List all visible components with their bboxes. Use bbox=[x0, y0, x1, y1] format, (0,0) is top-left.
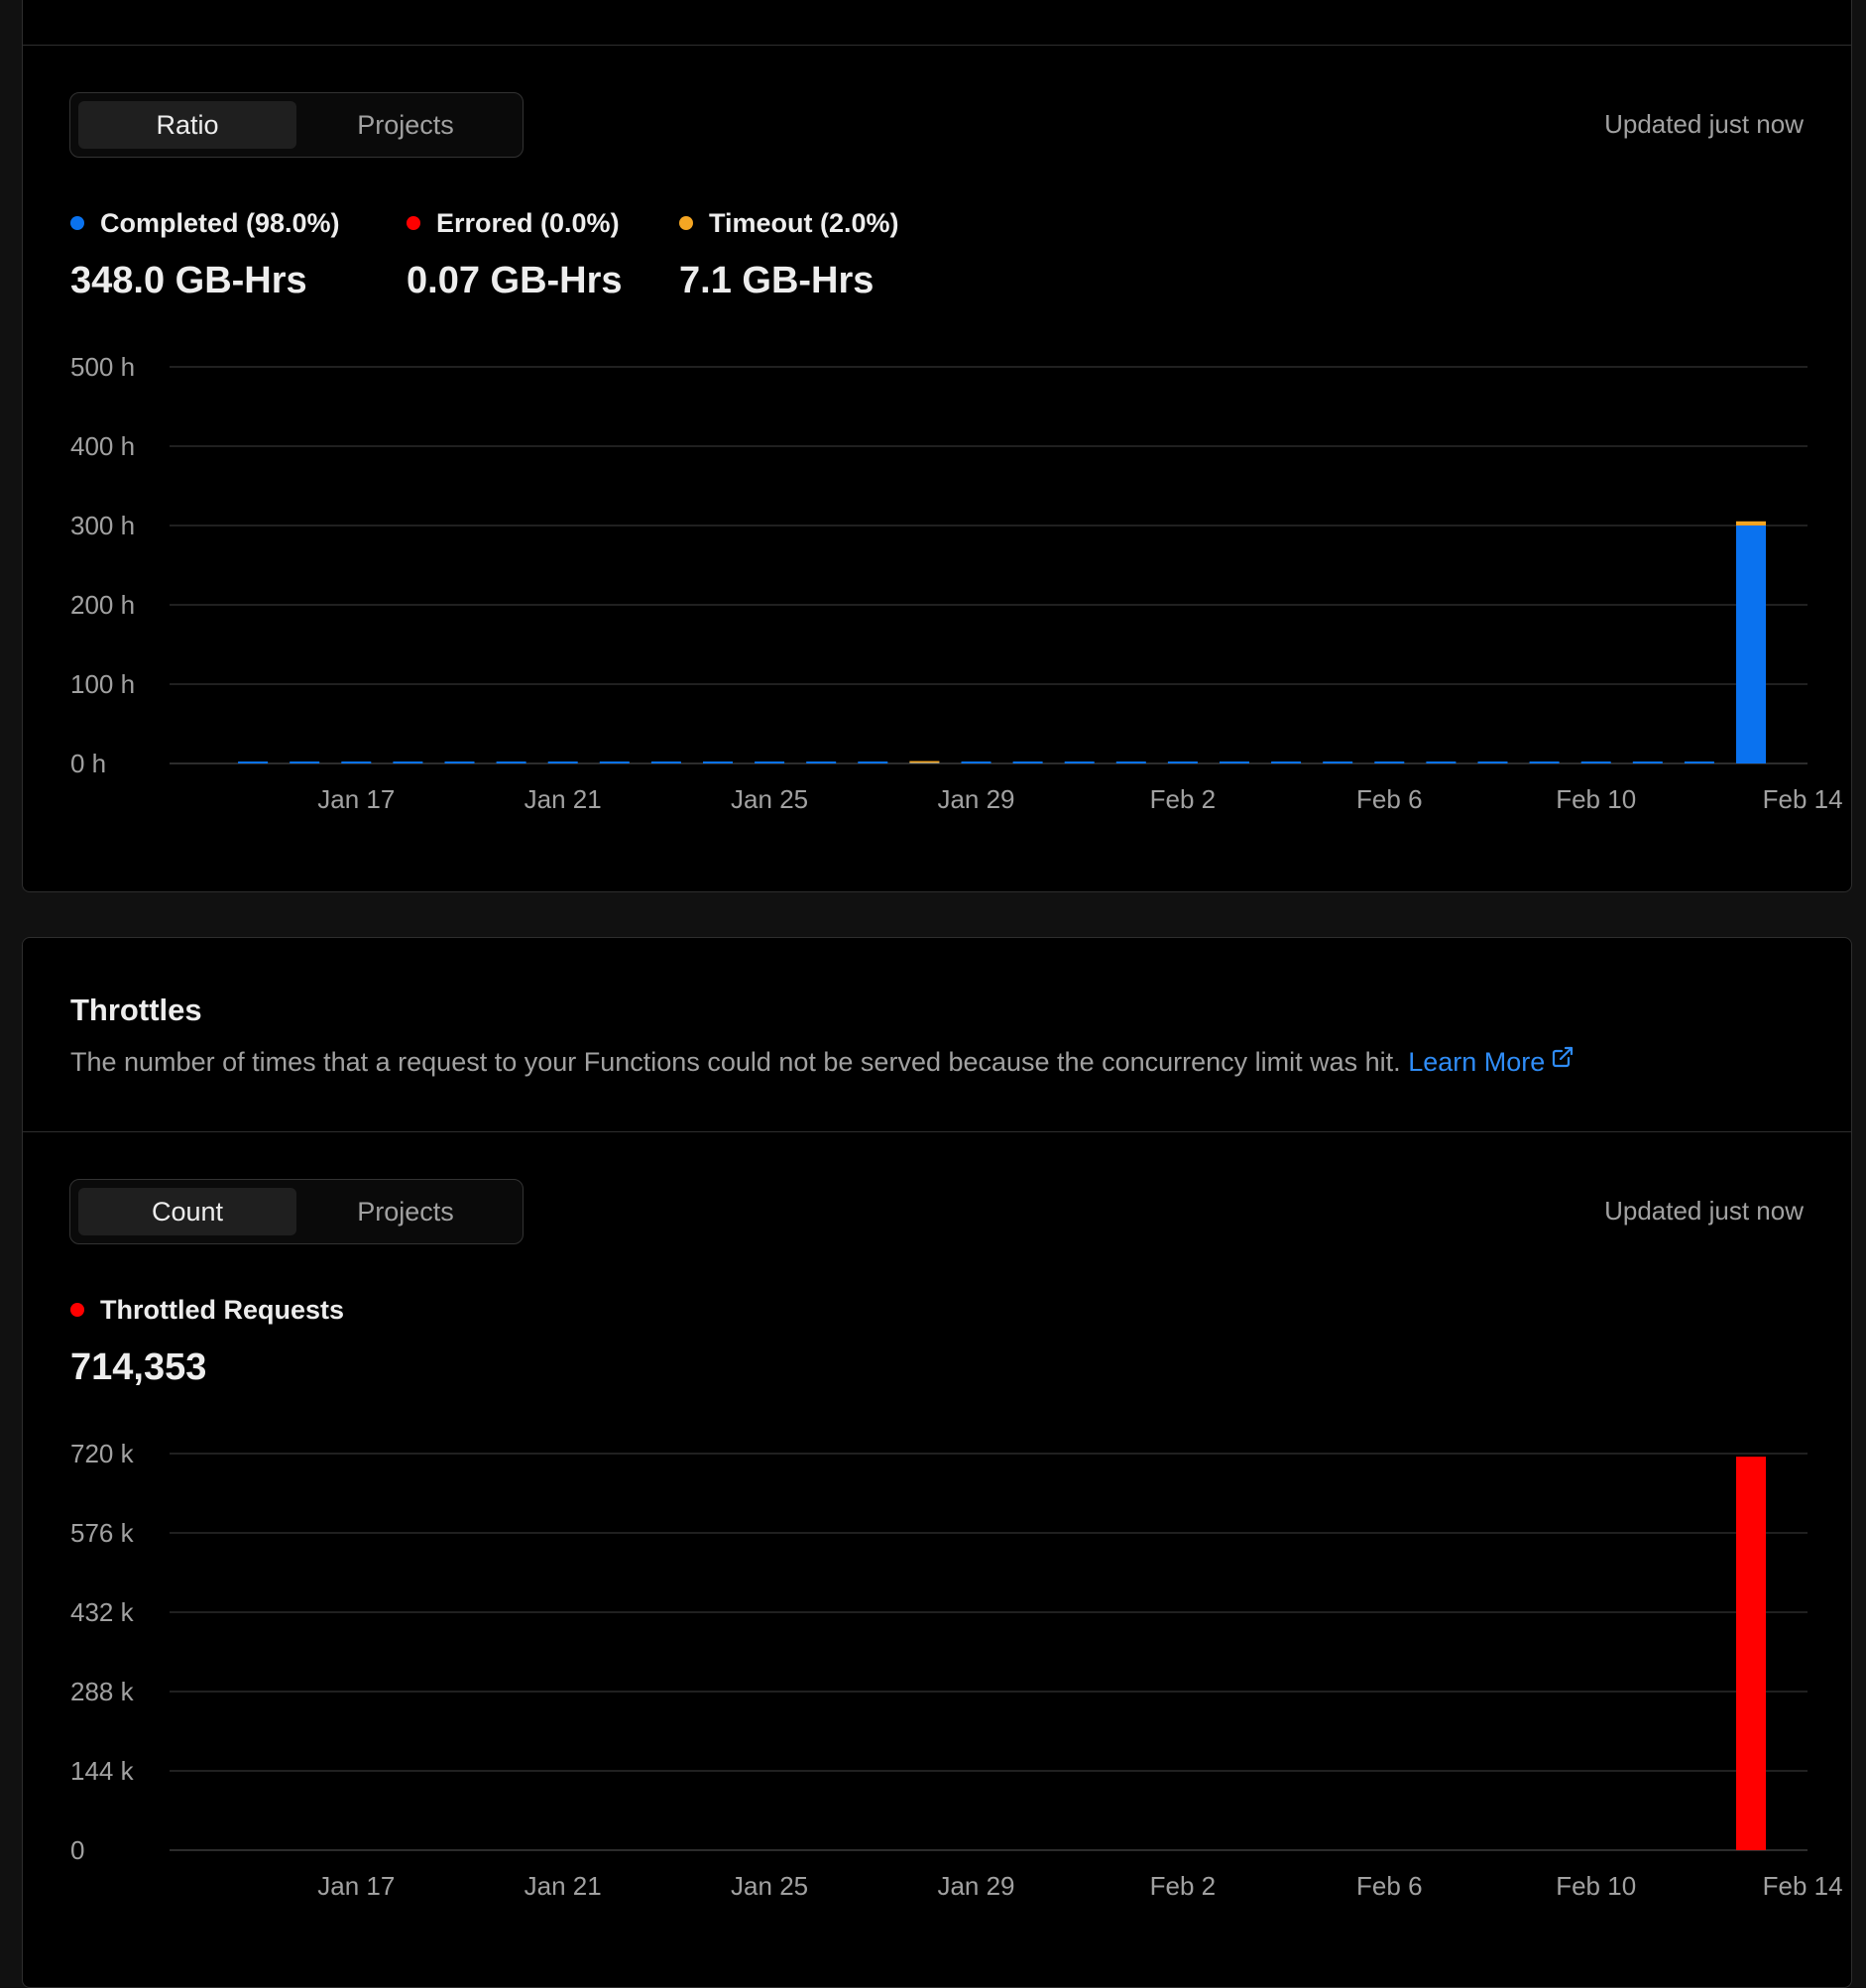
tab-ratio[interactable]: Ratio bbox=[78, 101, 296, 149]
bar-completed[interactable] bbox=[961, 761, 991, 763]
x-tick-label: Feb 10 bbox=[1556, 1871, 1636, 1901]
bar-completed[interactable] bbox=[1684, 761, 1714, 763]
bar-completed[interactable] bbox=[1580, 761, 1611, 763]
x-tick-label: Jan 21 bbox=[525, 1871, 602, 1901]
x-tick-label: Jan 25 bbox=[731, 784, 808, 814]
learn-more-link[interactable]: Learn More bbox=[1408, 1047, 1574, 1077]
view-toggle: Count Projects bbox=[69, 1179, 524, 1244]
legend-completed[interactable]: Completed (98.0%) bbox=[70, 208, 340, 239]
y-tick-label: 100 h bbox=[70, 669, 135, 699]
execution-bar-chart: 0 h 100 h 200 h 300 h 400 h 500 h Jan 17 Jan 21… bbox=[70, 352, 1843, 814]
bar-completed[interactable] bbox=[703, 761, 733, 763]
x-tick-label: Jan 29 bbox=[937, 784, 1014, 814]
y-tick-label: 288 k bbox=[70, 1677, 135, 1706]
legend-label: Timeout (2.0%) bbox=[709, 208, 899, 238]
x-tick-label: Jan 17 bbox=[317, 1871, 395, 1901]
bar-completed[interactable] bbox=[1220, 761, 1249, 763]
bar-completed[interactable] bbox=[755, 761, 785, 763]
x-tick-label: Feb 6 bbox=[1356, 784, 1423, 814]
bar-timeout[interactable] bbox=[1736, 521, 1766, 526]
updated-status: Updated just now bbox=[1604, 109, 1804, 139]
bar-completed[interactable] bbox=[1167, 761, 1198, 763]
execution-usage-card: Ratio Projects Updated just now Complete… bbox=[22, 0, 1852, 892]
bar-completed[interactable] bbox=[341, 761, 372, 763]
learn-more-label: Learn More bbox=[1408, 1047, 1546, 1077]
bar-timeout[interactable] bbox=[909, 760, 940, 763]
external-link-icon bbox=[1551, 1045, 1574, 1076]
y-tick-label: 400 h bbox=[70, 431, 135, 461]
bar-completed[interactable] bbox=[290, 761, 320, 763]
y-tick-label: 200 h bbox=[70, 590, 135, 620]
bar-completed[interactable] bbox=[1632, 761, 1663, 763]
bar-completed[interactable] bbox=[1271, 761, 1302, 763]
bar-completed[interactable] bbox=[1736, 526, 1766, 763]
y-tick-label: 500 h bbox=[70, 352, 135, 382]
x-tick-label: Feb 2 bbox=[1150, 1871, 1217, 1901]
tab-count[interactable]: Count bbox=[78, 1188, 296, 1235]
y-tick-label: 576 k bbox=[70, 1518, 135, 1548]
bar-completed[interactable] bbox=[1477, 761, 1508, 763]
bar-completed[interactable] bbox=[393, 761, 423, 763]
bar-completed[interactable] bbox=[1374, 761, 1405, 763]
x-tick-label: Feb 6 bbox=[1356, 1871, 1423, 1901]
x-tick-label: Feb 14 bbox=[1763, 1871, 1843, 1901]
bar-completed[interactable] bbox=[1064, 761, 1095, 763]
section-title: Throttles bbox=[70, 993, 202, 1027]
description-text: The number of times that a request to yo… bbox=[70, 1047, 1401, 1077]
metric-completed: 348.0 GB-Hrs bbox=[70, 260, 307, 301]
bar-throttled-requests[interactable] bbox=[1736, 1457, 1766, 1850]
legend-label: Throttled Requests bbox=[100, 1295, 345, 1325]
legend-timeout[interactable]: Timeout (2.0%) bbox=[679, 208, 899, 239]
legend-dot-completed bbox=[70, 215, 84, 230]
legend-label: Completed (98.0%) bbox=[100, 208, 340, 238]
y-tick-label: 720 k bbox=[70, 1439, 135, 1468]
y-tick-label: 300 h bbox=[70, 511, 135, 540]
metric-throttled-requests: 714,353 bbox=[70, 1346, 207, 1388]
metric-errored: 0.07 GB-Hrs bbox=[407, 260, 623, 301]
bar-completed[interactable] bbox=[1323, 761, 1353, 763]
x-tick-label: Jan 21 bbox=[525, 784, 602, 814]
legend-dot-errored bbox=[407, 215, 420, 230]
x-tick-label: Jan 25 bbox=[731, 1871, 808, 1901]
x-tick-label: Jan 17 bbox=[317, 784, 395, 814]
legend-label: Errored (0.0%) bbox=[436, 208, 620, 238]
bar-completed[interactable] bbox=[547, 761, 578, 763]
legend-dot-throttled bbox=[70, 1302, 84, 1317]
section-description: The number of times that a request to yo… bbox=[70, 1047, 1574, 1079]
tab-projects[interactable]: Projects bbox=[357, 1197, 454, 1227]
divider bbox=[23, 1131, 1851, 1132]
bar-completed[interactable] bbox=[650, 761, 681, 763]
bar-completed[interactable] bbox=[599, 761, 630, 763]
bar-completed[interactable] bbox=[858, 761, 888, 763]
throttles-card: Throttles The number of times that a req… bbox=[22, 937, 1852, 1988]
x-tick-label: Feb 2 bbox=[1150, 784, 1217, 814]
bar-completed[interactable] bbox=[444, 761, 475, 763]
y-tick-label: 0 bbox=[70, 1835, 84, 1865]
bar-completed[interactable] bbox=[496, 761, 526, 763]
y-tick-label: 432 k bbox=[70, 1597, 135, 1627]
bar-completed[interactable] bbox=[1012, 761, 1043, 763]
tab-projects[interactable]: Projects bbox=[357, 110, 454, 140]
updated-status: Updated just now bbox=[1604, 1196, 1804, 1226]
bar-completed[interactable] bbox=[806, 761, 837, 763]
bar-completed[interactable] bbox=[1529, 761, 1560, 763]
bar-completed[interactable] bbox=[1426, 761, 1457, 763]
bar-completed[interactable] bbox=[1115, 761, 1146, 763]
legend-errored[interactable]: Errored (0.0%) bbox=[407, 208, 620, 239]
metric-timeout: 7.1 GB-Hrs bbox=[679, 260, 875, 301]
y-tick-label: 144 k bbox=[70, 1756, 135, 1786]
legend-dot-timeout bbox=[679, 215, 693, 230]
bar-completed[interactable] bbox=[238, 761, 269, 763]
legend-throttled-requests[interactable]: Throttled Requests bbox=[70, 1295, 344, 1326]
divider bbox=[23, 45, 1851, 46]
x-tick-label: Feb 14 bbox=[1763, 784, 1843, 814]
x-tick-label: Feb 10 bbox=[1556, 784, 1636, 814]
y-tick-label: 0 h bbox=[70, 749, 106, 778]
x-tick-label: Jan 29 bbox=[937, 1871, 1014, 1901]
throttles-bar-chart: 0 144 k 288 k 432 k 576 k 720 k Jan 17 Jan 21 Ja… bbox=[70, 1439, 1843, 1901]
view-toggle: Ratio Projects bbox=[69, 92, 524, 158]
